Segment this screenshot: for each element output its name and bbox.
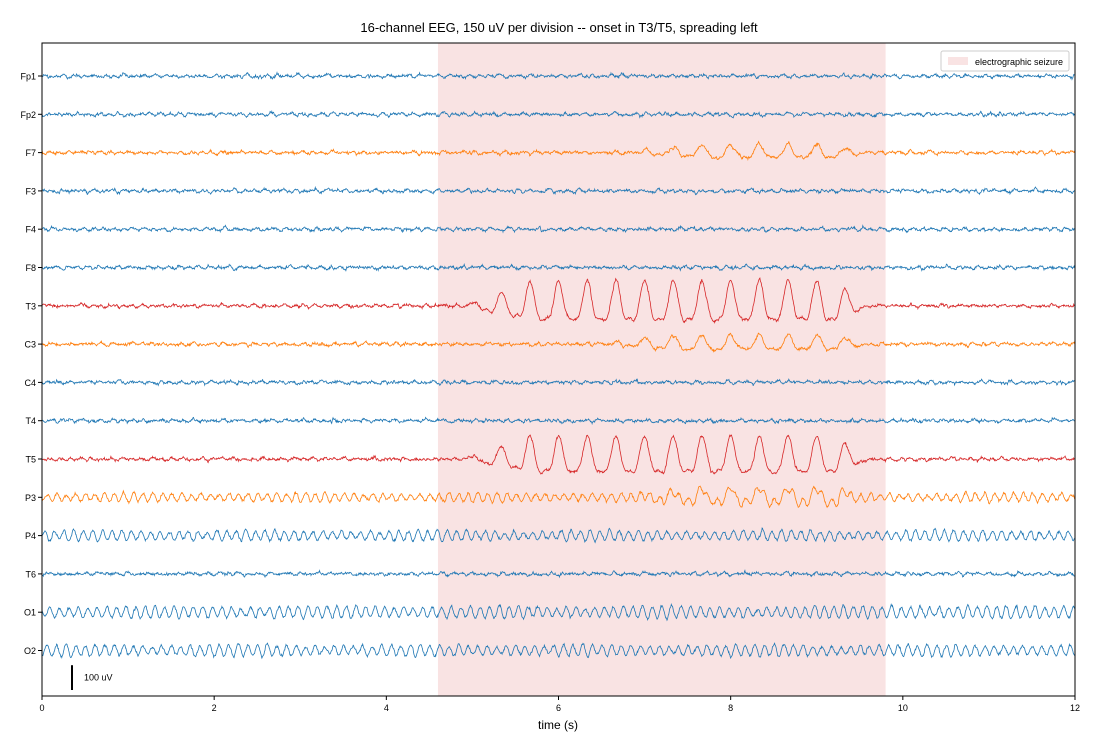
trace-o2 xyxy=(41,642,1076,660)
channel-label-c3: C3 xyxy=(24,340,36,350)
legend: electrographic seizure xyxy=(940,50,1070,72)
chart-title: 16-channel EEG, 150 uV per division -- o… xyxy=(360,20,758,35)
trace-t5 xyxy=(41,434,1076,475)
channel-label-t3: T3 xyxy=(25,301,36,311)
trace-t4 xyxy=(41,416,1076,426)
channel-label-o1: O1 xyxy=(24,608,36,618)
trace-c3 xyxy=(41,332,1076,353)
trace-t3 xyxy=(41,277,1075,324)
trace-f8 xyxy=(41,263,1076,272)
channel-label-t4: T4 xyxy=(25,416,36,426)
legend-box xyxy=(940,50,1070,72)
scale-bar: 100 uV xyxy=(71,665,113,690)
scale-bar-label: 100 uV xyxy=(84,673,113,683)
channel-labels: Fp1 Fp2 F7 F3 F4 F8 T3 C3 C4 T4 T5 P3 P4 T6 O1 O2 xyxy=(20,72,42,656)
trace-f7 xyxy=(41,140,1076,161)
channel-label-fp2: Fp2 xyxy=(20,110,36,120)
x-axis-label: time (s) xyxy=(538,718,578,732)
channel-label-f7: F7 xyxy=(25,148,36,158)
channel-label-f4: F4 xyxy=(25,225,36,235)
trace-o1 xyxy=(41,602,1076,622)
trace-p3 xyxy=(41,485,1076,509)
channel-label-t5: T5 xyxy=(25,455,36,465)
trace-f4 xyxy=(41,224,1076,234)
channel-label-f8: F8 xyxy=(25,263,36,273)
trace-f3 xyxy=(41,185,1076,196)
legend-swatch-seizure xyxy=(948,57,968,65)
channel-label-c4: C4 xyxy=(24,378,36,388)
eeg-traces xyxy=(41,71,1076,660)
trace-t6 xyxy=(41,569,1076,579)
trace-c4 xyxy=(41,378,1076,387)
trace-fp1 xyxy=(41,71,1076,81)
trace-p4 xyxy=(41,527,1076,544)
x-tick-label-12: 12 xyxy=(1070,703,1080,713)
channel-label-p4: P4 xyxy=(25,531,36,541)
x-axis-ticks: 0 2 4 6 8 10 12 xyxy=(39,696,1080,713)
x-tick-label-0: 0 xyxy=(39,703,44,713)
x-tick-label-10: 10 xyxy=(898,703,908,713)
channel-label-o2: O2 xyxy=(24,646,36,656)
seizure-band-layer xyxy=(437,43,886,696)
x-tick-label-8: 8 xyxy=(728,703,733,713)
channel-label-f3: F3 xyxy=(25,186,36,196)
channel-label-fp1: Fp1 xyxy=(20,72,36,82)
x-tick-label-2: 2 xyxy=(212,703,217,713)
channel-label-t6: T6 xyxy=(25,569,36,579)
seizure-band xyxy=(437,43,886,696)
channel-label-p3: P3 xyxy=(25,493,36,503)
x-tick-label-4: 4 xyxy=(384,703,389,713)
legend-label-seizure: electrographic seizure xyxy=(975,57,1063,67)
trace-fp2 xyxy=(41,109,1076,119)
x-tick-label-6: 6 xyxy=(556,703,561,713)
